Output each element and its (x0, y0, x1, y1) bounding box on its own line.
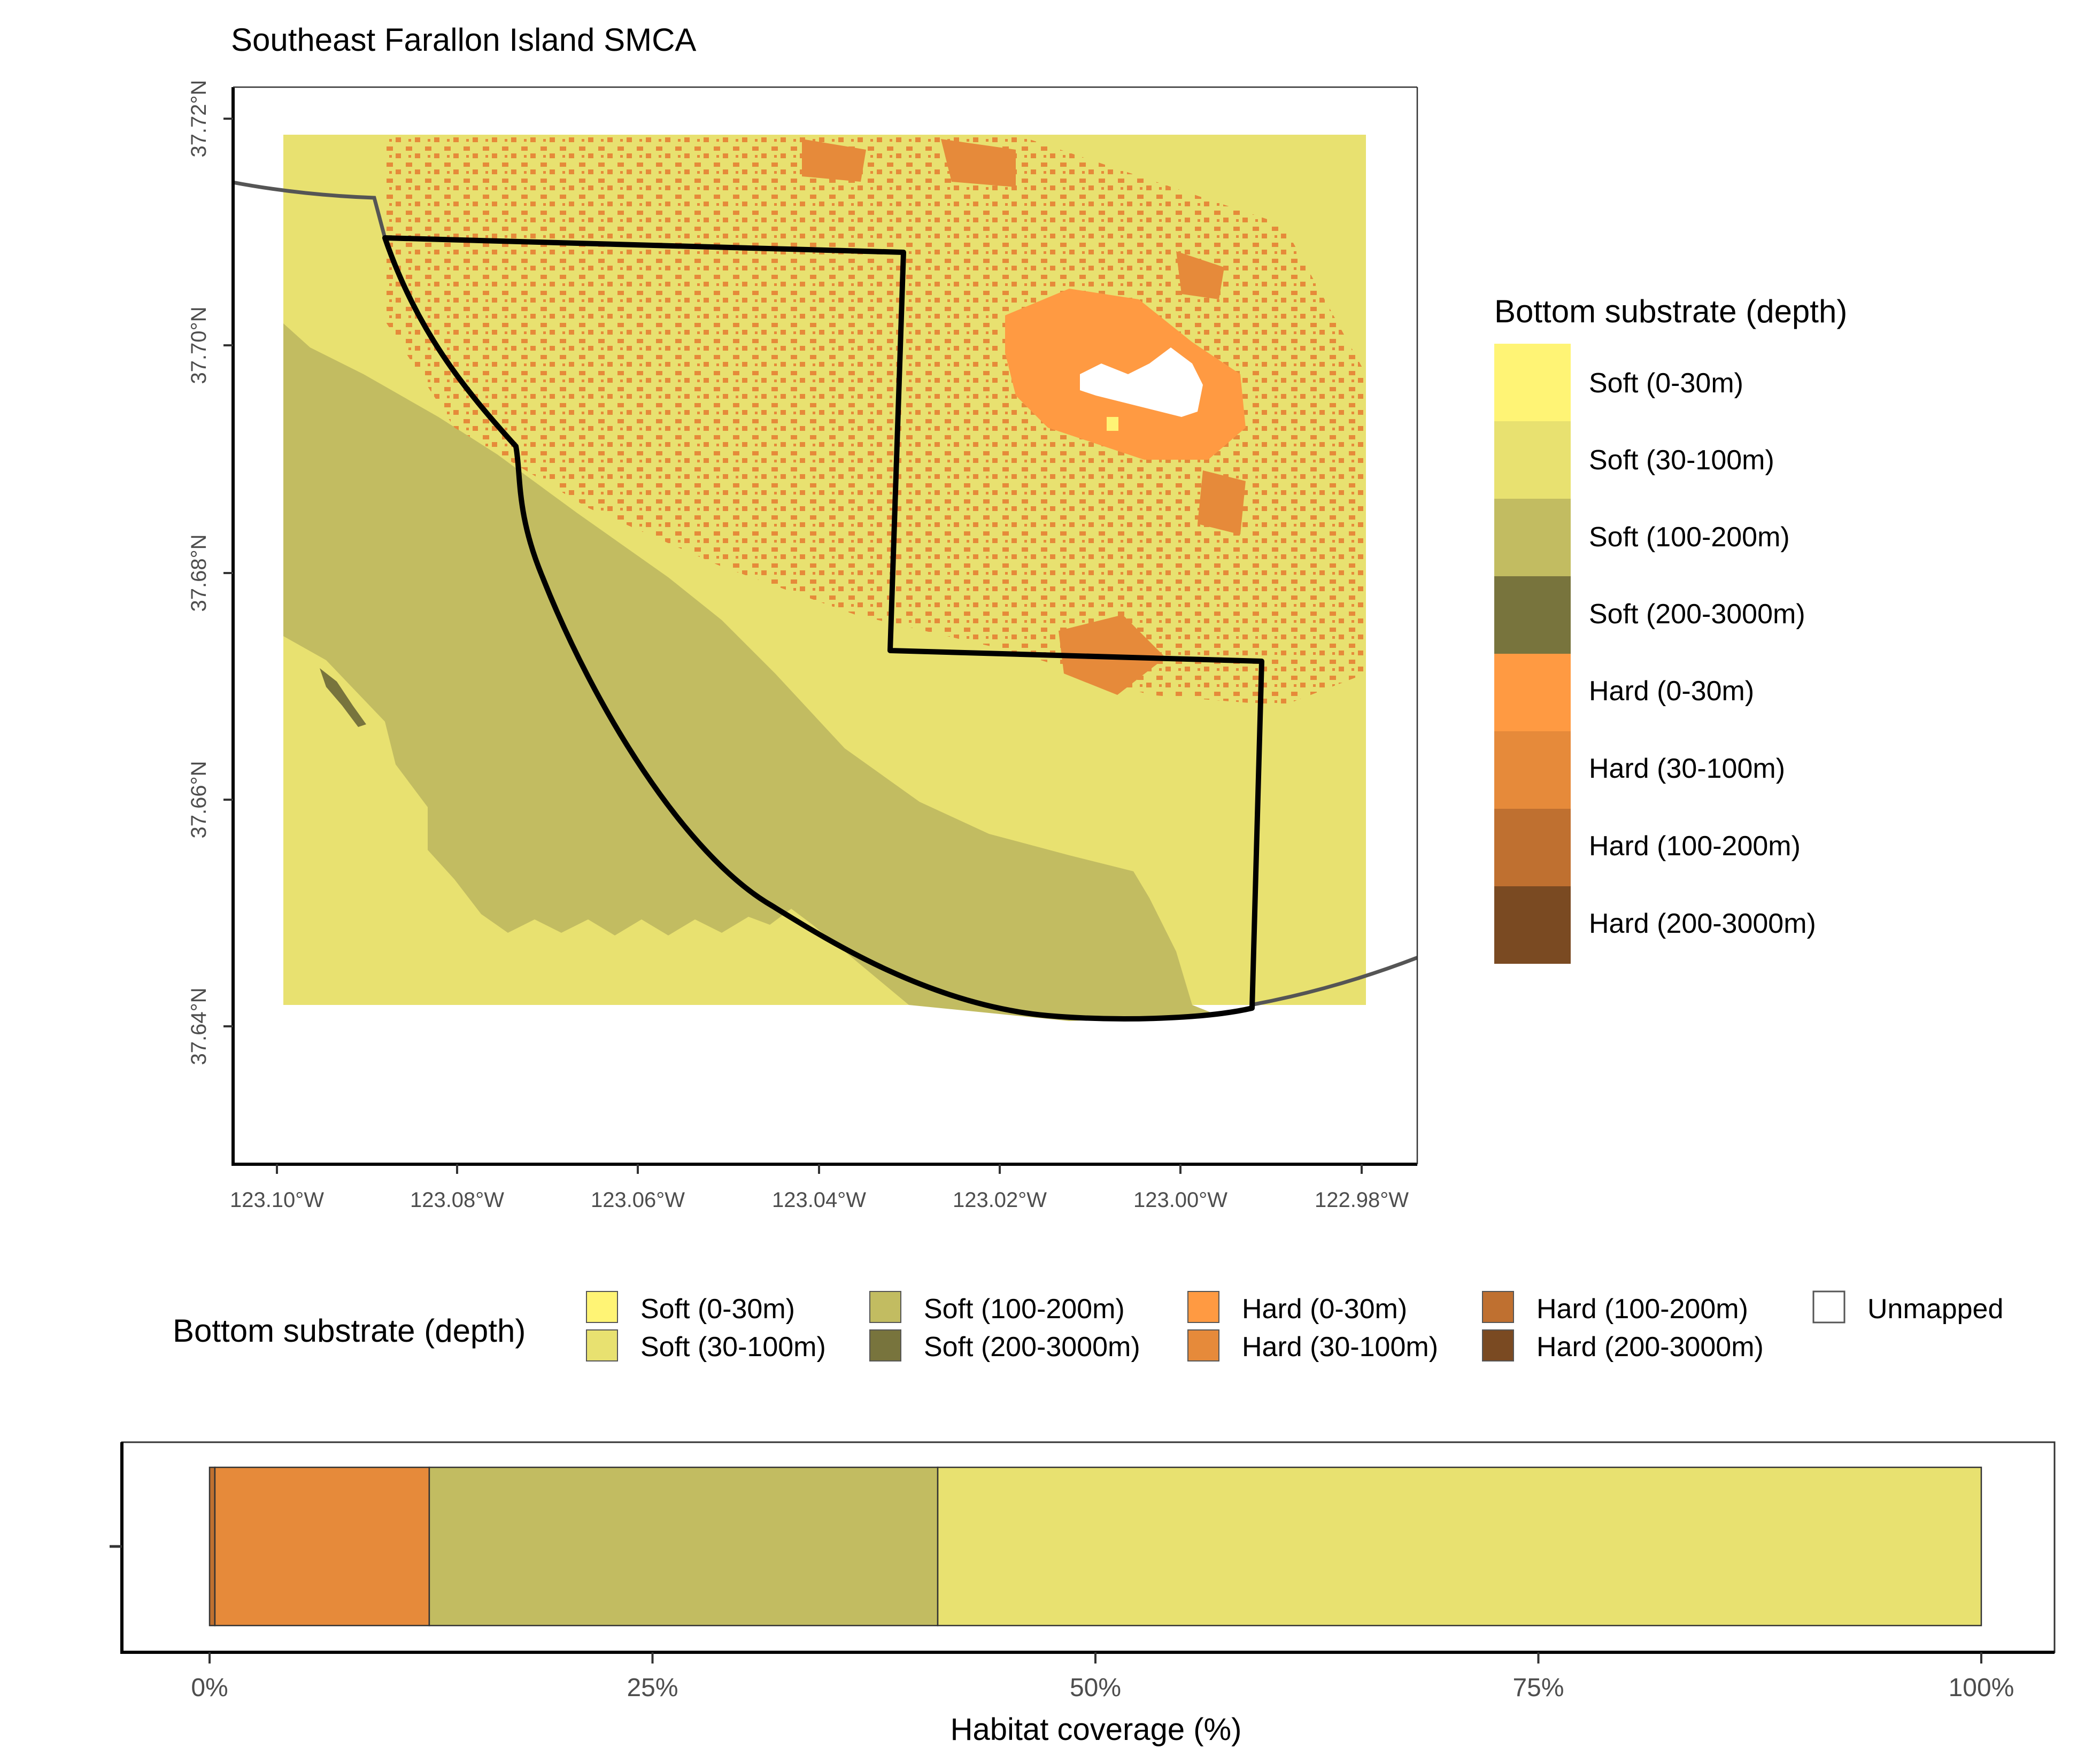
bar-legend-item-hard-100-200: Hard (100-200m) (1482, 1291, 1748, 1325)
soft-0-30-patch (1107, 417, 1118, 431)
legend-item-hard-200-3000: Hard (200-3000m) (1494, 886, 1816, 964)
coverage-chart: 0% 25% 50% 75% 100% Habitat coverage (%) (110, 1441, 2056, 1747)
legend-item-soft-0-30: Soft (0-30m) (1494, 344, 1743, 421)
bar-legend-item-unmapped: Unmapped (1812, 1290, 2003, 1325)
island-unmapped (1080, 347, 1203, 417)
svg-text:Soft (200-3000m): Soft (200-3000m) (924, 1332, 1140, 1363)
svg-text:Unmapped: Unmapped (1867, 1294, 2003, 1325)
bar-legend-item-hard-30-100: Hard (30-100m) (1187, 1329, 1438, 1363)
map-legend: Bottom substrate (depth) Soft (0-30m) So… (1494, 293, 1847, 964)
svg-text:Hard (30-100m): Hard (30-100m) (1242, 1332, 1438, 1363)
svg-text:37.66°N: 37.66°N (187, 761, 211, 839)
x-tick-label: 25% (627, 1674, 678, 1702)
svg-text:Soft (30-100m): Soft (30-100m) (640, 1332, 826, 1363)
svg-text:Soft (100-200m): Soft (100-200m) (924, 1294, 1125, 1325)
map-axes (231, 86, 1418, 1166)
bar-legend-item-soft-30-100: Soft (30-100m) (586, 1329, 826, 1363)
svg-text:Soft (0-30m): Soft (0-30m) (1589, 368, 1743, 399)
bar-legend-item-hard-200-3000: Hard (200-3000m) (1482, 1329, 1764, 1363)
bar-segment (428, 1466, 939, 1627)
x-tick: 123.00°W (1133, 1164, 1227, 1212)
svg-text:37.68°N: 37.68°N (187, 535, 211, 612)
bar-legend-item-hard-0-30: Hard (0-30m) (1187, 1291, 1407, 1325)
svg-text:37.70°N: 37.70°N (187, 307, 211, 384)
legend-item-hard-100-200: Hard (100-200m) (1494, 809, 1801, 886)
svg-text:123.00°W: 123.00°W (1133, 1188, 1227, 1212)
x-tick: 123.04°W (772, 1164, 866, 1212)
x-tick: 123.06°W (591, 1164, 685, 1212)
coverage-bars (208, 1466, 1982, 1627)
legend-item-hard-30-100: Hard (30-100m) (1494, 731, 1785, 809)
svg-text:Soft (100-200m): Soft (100-200m) (1589, 522, 1790, 553)
svg-text:123.04°W: 123.04°W (772, 1188, 866, 1212)
legend-item-soft-100-200: Soft (100-200m) (1494, 499, 1790, 576)
state-waters-boundary (233, 180, 1417, 1007)
y-tick: 37.72°N (187, 80, 233, 158)
bar-legend-item-soft-0-30: Soft (0-30m) (586, 1291, 795, 1325)
svg-text:Soft (200-3000m): Soft (200-3000m) (1589, 599, 1805, 630)
svg-text:123.06°W: 123.06°W (591, 1188, 685, 1212)
legend-item-hard-0-30: Hard (0-30m) (1494, 654, 1754, 731)
coverage-x-axis: 0% 25% 50% 75% 100% (191, 1652, 2014, 1702)
bar-segment (937, 1466, 1982, 1627)
y-tick: 37.66°N (187, 761, 233, 839)
bar-legend-title: Bottom substrate (depth) (173, 1313, 526, 1349)
svg-text:123.08°W: 123.08°W (410, 1188, 504, 1212)
map-panel (233, 135, 1417, 1022)
svg-text:Hard (100-200m): Hard (100-200m) (1536, 1294, 1748, 1325)
bar-legend-item-soft-200-3000: Soft (200-3000m) (869, 1329, 1140, 1363)
svg-text:Hard (200-3000m): Hard (200-3000m) (1589, 908, 1816, 939)
svg-text:Hard (0-30m): Hard (0-30m) (1242, 1294, 1407, 1325)
bar-segment (208, 1466, 216, 1627)
x-tick-label: 100% (1949, 1674, 2014, 1702)
smca-boundary (382, 235, 1264, 1022)
x-tick: 123.02°W (953, 1164, 1047, 1212)
svg-text:Hard (30-100m): Hard (30-100m) (1589, 753, 1785, 784)
svg-text:37.72°N: 37.72°N (187, 80, 211, 158)
x-tick: 123.08°W (410, 1164, 504, 1212)
svg-text:37.64°N: 37.64°N (187, 988, 211, 1065)
legend-title: Bottom substrate (depth) (1494, 293, 1847, 329)
svg-text:Soft (30-100m): Soft (30-100m) (1589, 445, 1774, 476)
svg-text:123.02°W: 123.02°W (953, 1188, 1047, 1212)
map-y-axis: 37.72°N 37.70°N 37.68°N 37.66°N 37.64°N (187, 80, 233, 1065)
bar-segment (214, 1466, 430, 1627)
svg-text:Hard (100-200m): Hard (100-200m) (1589, 831, 1801, 862)
map-title: Southeast Farallon Island SMCA (231, 22, 696, 58)
svg-text:123.10°W: 123.10°W (230, 1188, 324, 1212)
y-tick: 37.68°N (187, 535, 233, 612)
x-tick-label: 50% (1070, 1674, 1121, 1702)
x-axis-title: Habitat coverage (%) (951, 1712, 1242, 1747)
x-tick-label: 75% (1512, 1674, 1564, 1702)
soft-100-200-area (283, 323, 1219, 1021)
svg-text:Soft (0-30m): Soft (0-30m) (640, 1294, 795, 1325)
legend-item-soft-200-3000: Soft (200-3000m) (1494, 576, 1805, 654)
x-tick-label: 0% (191, 1674, 228, 1702)
x-tick: 122.98°W (1315, 1164, 1409, 1212)
soft-200-3000-patch (320, 668, 366, 727)
svg-text:Hard (200-3000m): Hard (200-3000m) (1536, 1332, 1764, 1363)
hard-substrate (385, 135, 1366, 706)
x-tick: 123.10°W (230, 1164, 324, 1212)
svg-text:Hard (0-30m): Hard (0-30m) (1589, 676, 1754, 707)
legend-item-soft-30-100: Soft (30-100m) (1494, 421, 1774, 499)
map-x-axis: 123.10°W 123.08°W 123.06°W 123.04°W 123.… (230, 1164, 1409, 1212)
svg-text:122.98°W: 122.98°W (1315, 1188, 1409, 1212)
y-tick: 37.64°N (187, 988, 233, 1065)
y-tick: 37.70°N (187, 307, 233, 384)
bar-legend: Bottom substrate (depth) Soft (0-30m) So… (173, 1290, 2003, 1363)
bar-legend-item-soft-100-200: Soft (100-200m) (869, 1291, 1125, 1325)
